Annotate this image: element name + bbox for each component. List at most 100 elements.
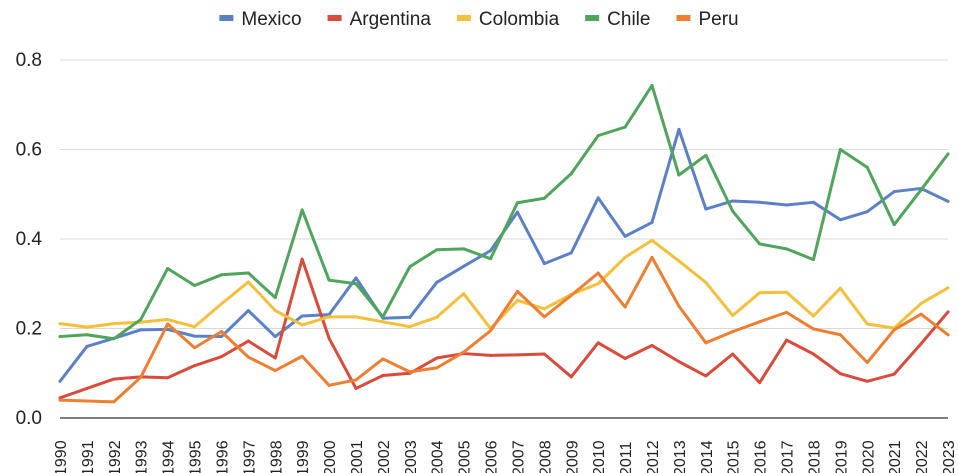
x-tick-label: 2000 (322, 440, 339, 473)
data-point-argentina-1991 (85, 386, 89, 390)
data-point-argentina-2022 (919, 342, 923, 346)
legend-swatch (327, 15, 342, 21)
x-tick-label: 2002 (376, 440, 393, 473)
data-point-mexico-2001 (354, 276, 358, 280)
data-point-mexico-2023 (946, 199, 950, 203)
data-point-argentina-2017 (785, 338, 789, 342)
data-point-mexico-2004 (435, 280, 439, 284)
data-point-peru-2006 (489, 329, 493, 333)
data-point-mexico-2019 (838, 218, 842, 222)
data-point-chile-2018 (811, 258, 815, 262)
data-point-argentina-1997 (246, 339, 250, 343)
legend-label: Mexico (241, 9, 301, 30)
x-tick-label: 2009 (564, 440, 581, 473)
x-tick-label: 2001 (349, 440, 366, 473)
data-point-argentina-1990 (58, 396, 62, 400)
data-point-peru-1993 (139, 375, 143, 379)
data-point-colombia-1996 (219, 302, 223, 306)
data-point-mexico-1996 (219, 335, 223, 339)
data-point-peru-1998 (273, 369, 277, 373)
data-point-colombia-2017 (785, 290, 789, 294)
data-point-peru-2003 (408, 370, 412, 374)
data-point-peru-2012 (650, 255, 654, 259)
data-point-peru-2013 (677, 304, 681, 308)
data-point-peru-2010 (596, 271, 600, 275)
data-point-argentina-1994 (166, 376, 170, 380)
data-point-peru-2021 (892, 328, 896, 332)
legend-label: Chile (607, 9, 650, 30)
data-point-colombia-2010 (596, 282, 600, 286)
data-point-colombia-1994 (166, 318, 170, 322)
data-point-chile-2009 (569, 172, 573, 176)
data-point-chile-2004 (435, 248, 439, 252)
data-point-peru-2002 (381, 357, 385, 361)
data-point-argentina-2000 (327, 336, 331, 340)
data-point-chile-2012 (650, 84, 654, 88)
x-tick-label: 1997 (241, 440, 258, 473)
data-point-chile-2005 (462, 247, 466, 251)
data-point-chile-2010 (596, 134, 600, 138)
data-point-peru-2023 (946, 333, 950, 337)
x-tick-label: 2013 (672, 440, 689, 473)
data-point-colombia-1998 (273, 309, 277, 313)
data-point-mexico-2020 (865, 210, 869, 214)
data-point-chile-1991 (85, 333, 89, 337)
data-point-mexico-2021 (892, 190, 896, 194)
data-point-argentina-2020 (865, 379, 869, 383)
data-point-peru-1997 (246, 355, 250, 359)
data-point-argentina-2014 (704, 374, 708, 378)
legend-item-chile: Chile (585, 9, 650, 30)
data-point-argentina-2004 (435, 356, 439, 360)
data-point-mexico-1991 (85, 344, 89, 348)
data-point-chile-2008 (542, 196, 546, 200)
x-tick-label: 2003 (403, 440, 420, 473)
data-point-chile-2023 (946, 152, 950, 156)
data-point-mexico-1990 (58, 379, 62, 383)
data-point-colombia-2018 (811, 314, 815, 318)
legend-swatch (676, 15, 691, 21)
data-point-peru-1994 (166, 322, 170, 326)
data-point-peru-1992 (112, 400, 116, 404)
data-point-argentina-2007 (515, 353, 519, 357)
data-point-colombia-2011 (623, 255, 627, 259)
data-point-chile-1992 (112, 337, 116, 341)
x-tick-label: 1995 (188, 440, 205, 473)
x-tick-label: 1993 (134, 440, 151, 473)
data-point-colombia-2005 (462, 292, 466, 296)
y-tick-label: 0.2 (16, 319, 42, 340)
data-point-peru-2000 (327, 383, 331, 387)
data-point-mexico-2008 (542, 262, 546, 266)
x-tick-label: 2014 (699, 440, 716, 473)
x-tick-label: 1990 (53, 440, 70, 473)
data-point-mexico-2007 (515, 210, 519, 214)
data-point-colombia-2002 (381, 320, 385, 324)
data-point-argentina-2002 (381, 373, 385, 377)
data-point-chile-1994 (166, 267, 170, 271)
data-point-chile-2020 (865, 165, 869, 169)
data-point-mexico-2016 (758, 200, 762, 204)
x-tick-label: 2018 (806, 440, 823, 473)
legend-item-peru: Peru (676, 9, 739, 30)
data-point-colombia-2008 (542, 307, 546, 311)
data-point-peru-1996 (219, 330, 223, 334)
legend-item-argentina: Argentina (327, 9, 431, 30)
x-tick-label: 2021 (887, 440, 904, 473)
data-point-argentina-2012 (650, 344, 654, 348)
data-point-peru-2018 (811, 327, 815, 331)
data-point-colombia-2001 (354, 315, 358, 319)
chart-legend: Mexico Argentina Colombia Chile Peru (219, 9, 739, 30)
series-line-chile (58, 84, 950, 341)
data-point-peru-1995 (193, 346, 197, 350)
data-point-colombia-1991 (85, 325, 89, 329)
x-tick-label: 1992 (107, 440, 124, 473)
data-point-argentina-2019 (838, 372, 842, 376)
x-tick-label: 2006 (484, 440, 501, 473)
data-point-colombia-2020 (865, 322, 869, 326)
data-point-chile-1995 (193, 284, 197, 288)
data-point-mexico-2018 (811, 200, 815, 204)
chart-gridlines (60, 59, 948, 419)
data-point-peru-2017 (785, 310, 789, 314)
data-point-mexico-1993 (139, 328, 143, 332)
y-tick-label: 0.0 (16, 408, 42, 429)
